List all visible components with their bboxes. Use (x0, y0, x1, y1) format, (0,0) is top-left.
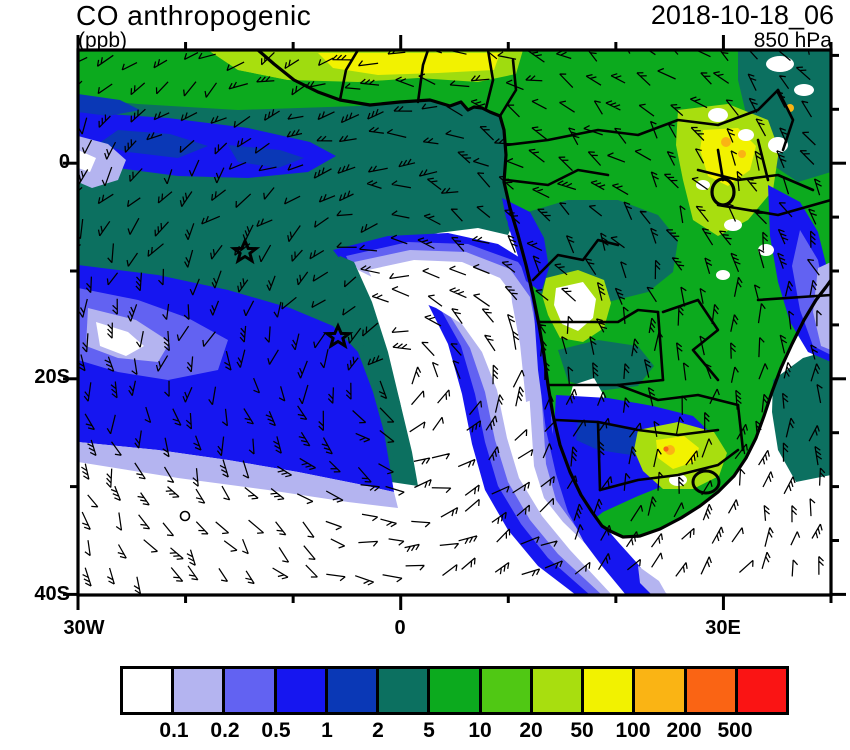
colorbar-label: 2 (372, 719, 384, 742)
map-frame (76, 48, 833, 597)
colorbar-label: 500 (717, 719, 753, 742)
units-label: (ppb) (78, 29, 128, 52)
colorbar-label: 0.1 (159, 719, 189, 742)
x-axis-label-30e: 30E (705, 617, 741, 639)
colorbar-cell (379, 669, 431, 712)
y-axis-label-40s: 40S (34, 583, 70, 605)
pressure-level-label: 850 hPa (753, 29, 832, 52)
colorbar-cell (174, 669, 226, 712)
x-axis-label-0: 0 (394, 617, 406, 639)
lesotho-border (691, 469, 721, 495)
colorbar-label: 0.2 (210, 719, 240, 742)
colorbar-label: 0.5 (261, 719, 291, 742)
colorbar-label: 100 (615, 719, 651, 742)
co-contour-field (78, 50, 831, 595)
colorbar-cell (327, 669, 380, 712)
calm-wind-circle (179, 510, 191, 522)
colorbar-label: 5 (423, 719, 435, 742)
colorbar-cell (430, 669, 482, 712)
y-axis-label-20s: 20S (34, 366, 70, 388)
axis-ticks (63, 35, 846, 610)
colorbar-cell (481, 669, 533, 712)
colorbar-cell (532, 669, 585, 712)
colorbar-cell (123, 669, 175, 712)
colorbar-cell (686, 669, 738, 712)
colorbar (120, 666, 789, 715)
colorbar-label: 50 (570, 719, 594, 742)
colorbar-cell (584, 669, 636, 712)
country-borders (338, 50, 831, 492)
figure-title: CO anthropogenic (76, 0, 312, 31)
colorbar-label: 200 (666, 719, 702, 742)
x-axis-label-30w: 30W (63, 617, 105, 639)
map-plot (63, 35, 846, 610)
colorbar-label: 10 (468, 719, 492, 742)
colorbar-label: 20 (519, 719, 543, 742)
colorbar-cell (276, 669, 328, 712)
lake-victoria-outline (710, 177, 736, 207)
star-marker (229, 237, 261, 265)
datetime-label: 2018-10-18_06 (650, 0, 834, 30)
colorbar-cell (737, 669, 787, 712)
star-marker (322, 322, 354, 350)
colorbar-label: 1 (321, 719, 333, 742)
colorbar-cell (635, 669, 687, 712)
colorbar-cell (225, 669, 277, 712)
